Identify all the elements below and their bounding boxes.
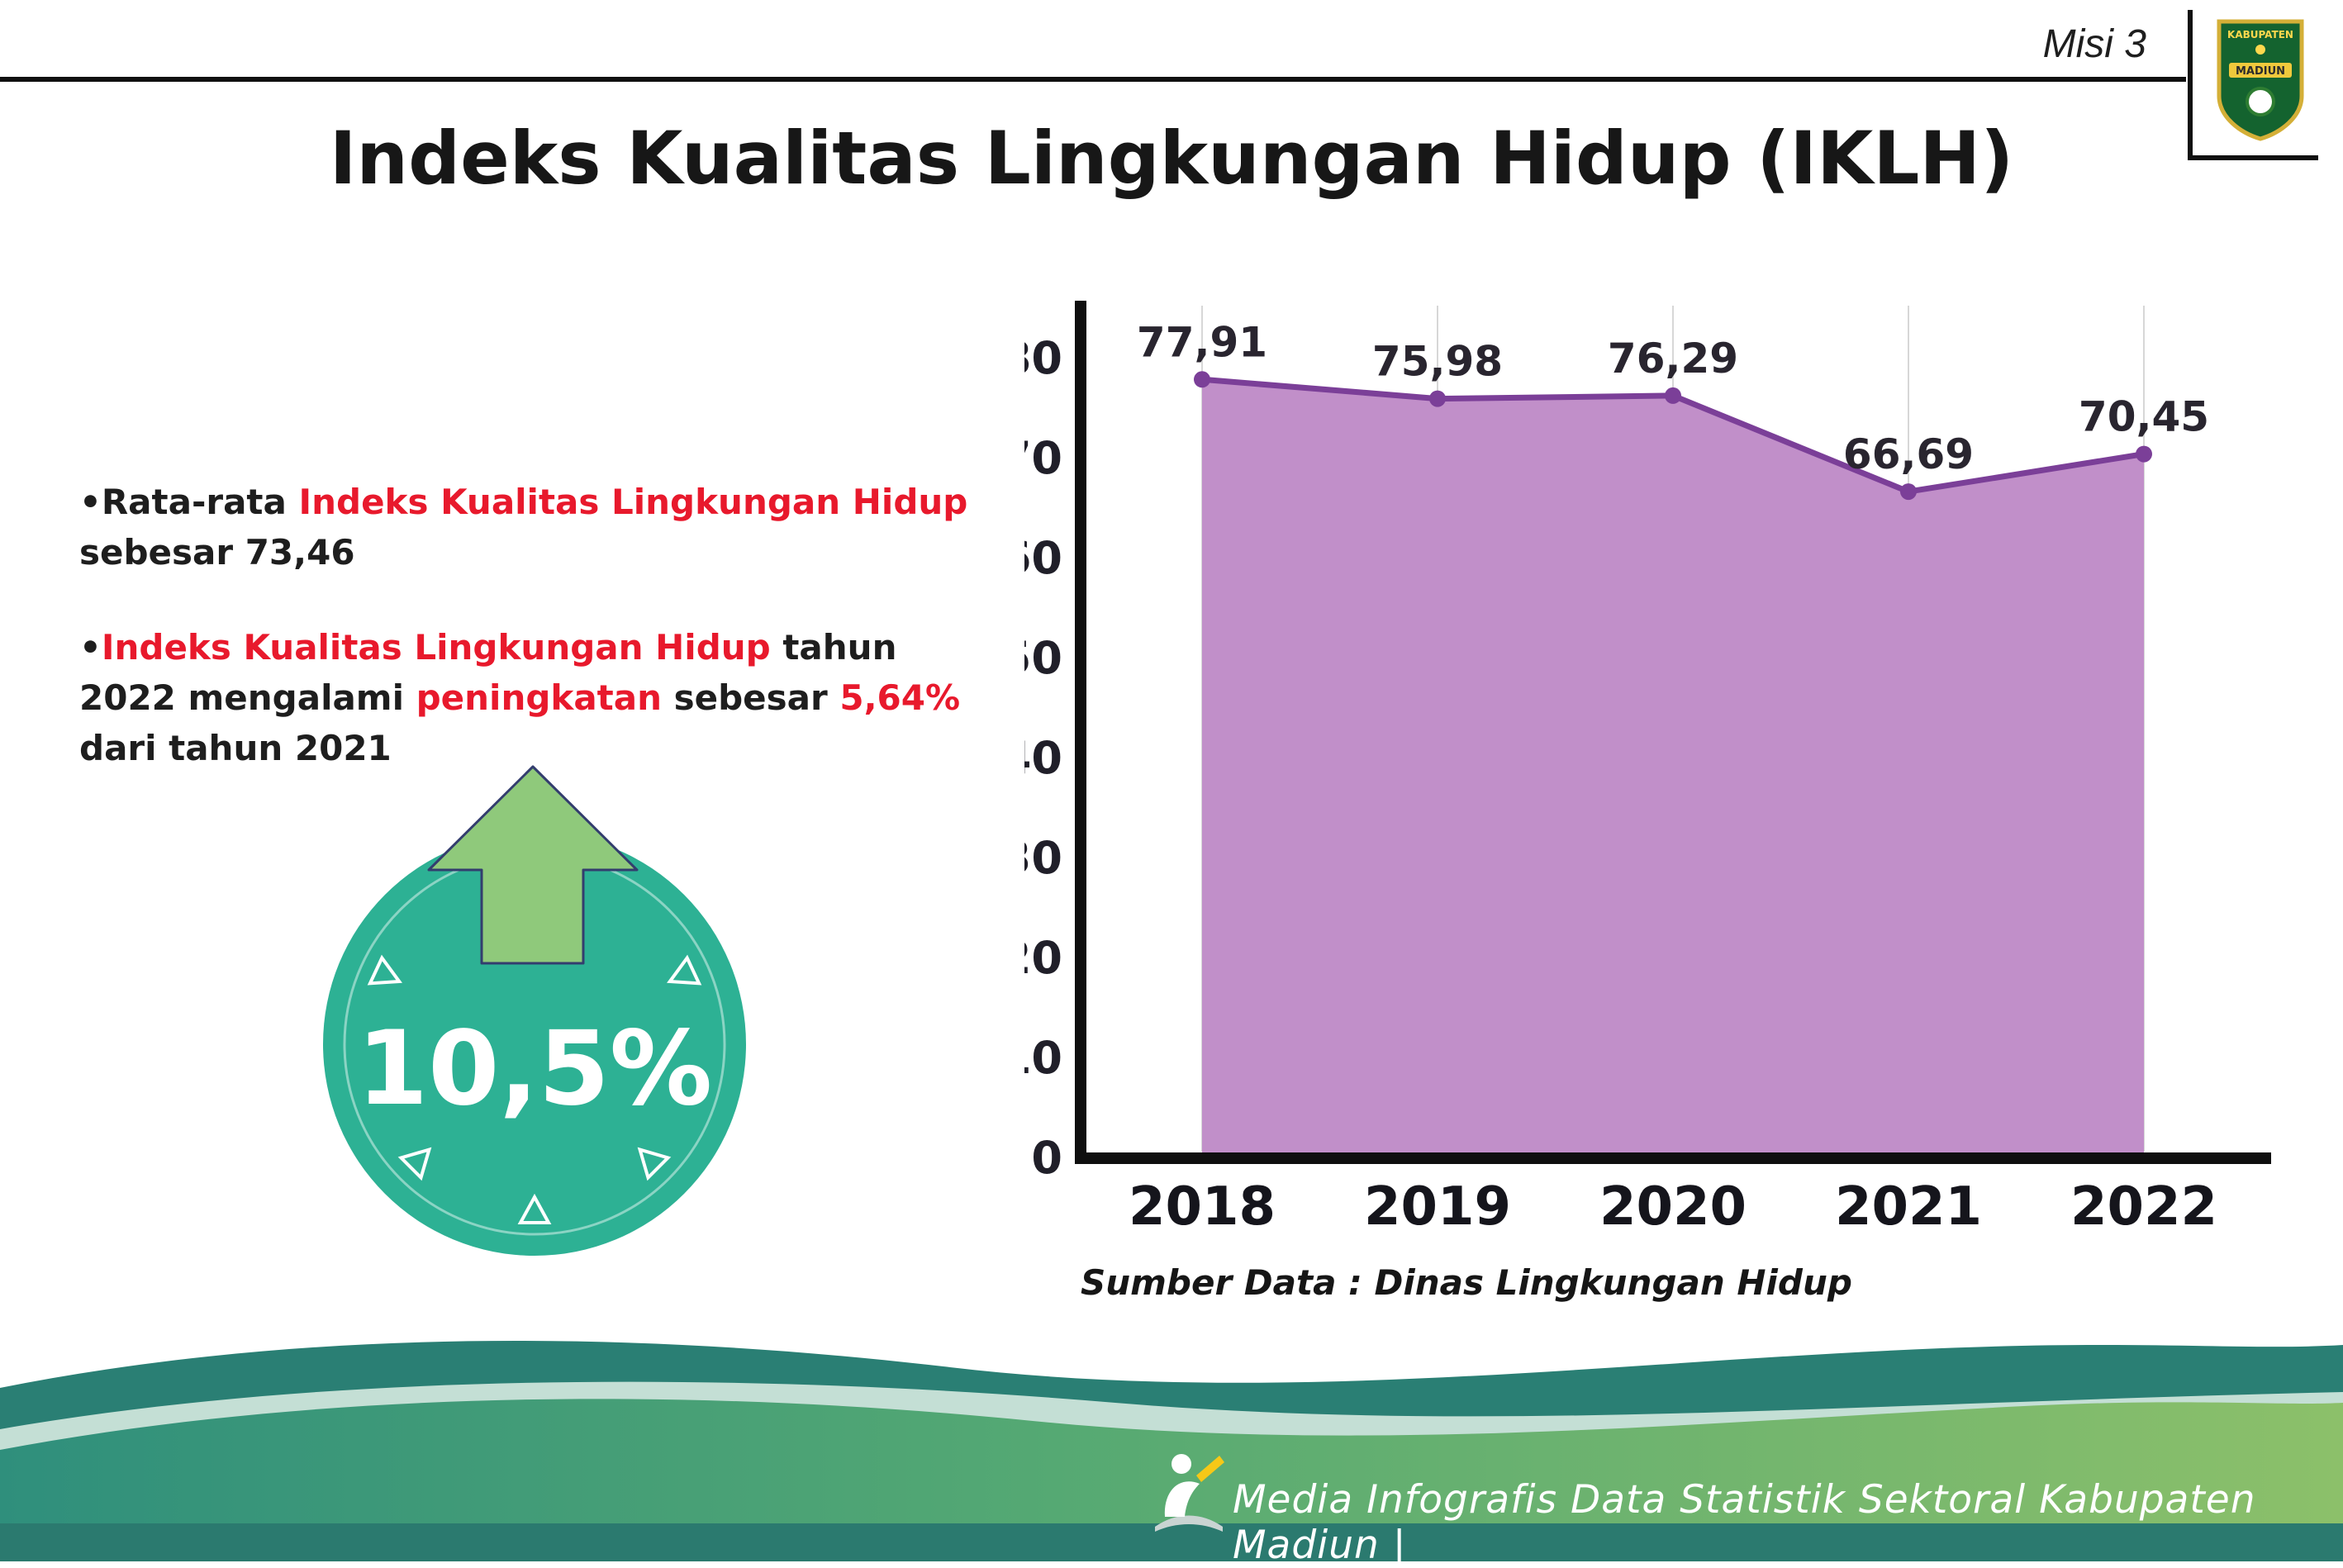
- kabupaten-madiun-logo: KABUPATEN MADIUN: [2217, 19, 2304, 141]
- y-tick-label: 20: [1024, 932, 1062, 984]
- badge-triangle-decorations: [367, 954, 702, 1224]
- y-tick-label: 70: [1024, 432, 1062, 484]
- bullet-increase-2022: •Indeks Kualitas Lingkungan Hidup tahun …: [79, 623, 972, 774]
- bullet2-pre: •: [79, 626, 102, 668]
- writer-logo-base: [1155, 1515, 1223, 1532]
- triangle-icon: [637, 1147, 672, 1181]
- footer-wave: [0, 1341, 2343, 1561]
- bullet2-highlight-2: peningkatan: [416, 677, 662, 718]
- pencil-icon: [1196, 1456, 1224, 1482]
- up-arrow-icon: [427, 765, 639, 965]
- triangle-icon: [667, 954, 702, 986]
- misi-label: Misi 3: [2042, 22, 2146, 66]
- x-tick-label: 2020: [1599, 1176, 1747, 1238]
- data-point: [2136, 445, 2152, 463]
- y-tick-label: 30: [1024, 832, 1062, 884]
- data-point: [1194, 371, 1210, 388]
- x-tick-label: 2019: [1364, 1176, 1511, 1238]
- page-title: Indeks Kualitas Lingkungan Hidup (IKLH): [329, 116, 2014, 201]
- summary-bullets: •Rata-rata Indeks Kualitas Lingkungan Hi…: [79, 478, 972, 818]
- triangle-icon: [367, 954, 402, 986]
- x-tick-label: 2018: [1129, 1176, 1276, 1238]
- crest-emblem: [2246, 87, 2275, 116]
- triangle-icon: [517, 1193, 552, 1224]
- y-axis: [1075, 301, 1086, 1164]
- kabupaten-madiun-logo-frame: KABUPATEN MADIUN: [2188, 10, 2318, 160]
- y-tick-label: 80: [1024, 332, 1062, 384]
- bullet2-highlight-1: Indeks Kualitas Lingkungan Hidup: [101, 626, 771, 668]
- bullet1-post: sebesar 73,46: [79, 531, 355, 573]
- data-point: [1900, 483, 1917, 501]
- y-tick-label: 40: [1024, 732, 1062, 784]
- value-label: 77,91: [1137, 318, 1267, 366]
- bullet-average-iklh: •Rata-rata Indeks Kualitas Lingkungan Hi…: [79, 478, 972, 578]
- area-fill: [1202, 379, 2144, 1158]
- value-label: 66,69: [1843, 430, 1974, 478]
- growth-badge: 10,5%: [323, 765, 746, 1256]
- writer-head: [1172, 1454, 1191, 1474]
- triangle-icon: [397, 1147, 432, 1181]
- crest-bottom-label: MADIUN: [2236, 65, 2285, 78]
- footer-caption: Media Infografis Data Statistik Sektoral…: [1233, 1477, 2256, 1568]
- bullet1-highlight: Indeks Kualitas Lingkungan Hidup: [298, 482, 968, 522]
- footer-wave-front: [0, 1399, 2343, 1561]
- y-tick-label: 10: [1024, 1032, 1062, 1084]
- bullet2-highlight-3: 5,64%: [839, 677, 961, 718]
- bullet2-mid-1: tahun 2022 mengalami: [79, 626, 897, 718]
- iklh-area-chart: 77,91 75,98 76,29 66,69 70,45 0 10 20 30 40 50 60 70…: [1024, 301, 2271, 1238]
- header-divider: [0, 77, 2186, 82]
- x-tick-label: 2022: [2070, 1176, 2217, 1238]
- bullet1-pre: •Rata-rata: [79, 482, 299, 522]
- y-tick-label: 60: [1024, 532, 1062, 584]
- x-axis: [1075, 1152, 2271, 1164]
- crest-star-icon: [2255, 45, 2265, 55]
- x-tick-label: 2021: [1835, 1176, 1982, 1238]
- bullet2-mid-2: sebesar: [662, 677, 840, 718]
- y-tick-label: 0: [1031, 1132, 1062, 1184]
- value-label: 76,29: [1608, 335, 1738, 382]
- y-tick-label: 50: [1024, 632, 1062, 684]
- data-source-caption: Sumber Data : Dinas Lingkungan Hidup: [1081, 1262, 1852, 1303]
- crest-shield: [2217, 19, 2304, 141]
- value-label: 75,98: [1372, 338, 1503, 386]
- crest-banner: [2229, 63, 2292, 78]
- writer-body: [1164, 1481, 1200, 1517]
- growth-value: 10,5%: [357, 1010, 712, 1128]
- bullet2-post: dari tahun 2021: [79, 727, 392, 768]
- writer-logo-icon: [1155, 1454, 1224, 1532]
- crest-top-label: KABUPATEN: [2227, 29, 2293, 40]
- value-label: 70,45: [2079, 393, 2209, 441]
- footer-bottom-strip: [0, 1523, 2343, 1561]
- data-point: [1665, 387, 1681, 404]
- data-point: [1429, 390, 1446, 407]
